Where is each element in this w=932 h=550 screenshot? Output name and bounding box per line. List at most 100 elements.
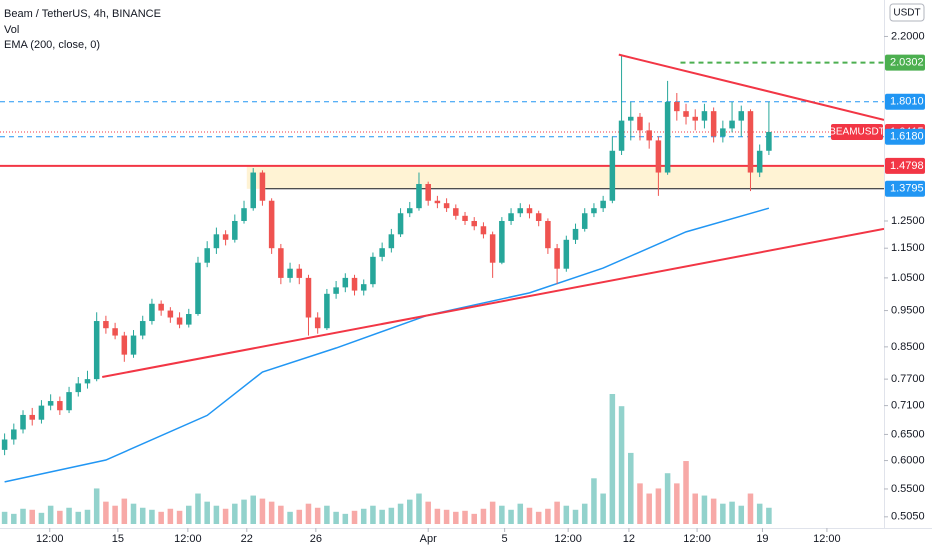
volume-bar bbox=[443, 509, 450, 524]
volume-bar bbox=[11, 513, 17, 524]
volume-bar bbox=[351, 510, 358, 524]
volume-bar bbox=[489, 501, 496, 524]
volume-bar bbox=[591, 478, 597, 524]
candle-body bbox=[416, 183, 422, 209]
candle-body bbox=[738, 111, 745, 121]
price-tag bbox=[885, 157, 925, 174]
volume-bar bbox=[388, 507, 395, 524]
candle-body bbox=[158, 303, 164, 311]
candle-body bbox=[729, 120, 735, 129]
volume-bar bbox=[766, 507, 772, 524]
x-tick-label: 22 bbox=[241, 533, 253, 545]
volume-bar bbox=[563, 505, 570, 524]
price-tag-label: 1.6180 bbox=[890, 131, 924, 143]
candle-body bbox=[674, 101, 680, 112]
candle-body bbox=[710, 111, 717, 137]
currency-label: USDT bbox=[893, 8, 920, 19]
candle-body bbox=[683, 111, 689, 117]
volume-bar bbox=[278, 505, 284, 524]
volume-bar bbox=[554, 501, 560, 524]
candle-body bbox=[195, 262, 201, 315]
candle-body bbox=[480, 226, 487, 235]
candle-body bbox=[756, 150, 763, 173]
candle-body bbox=[370, 256, 376, 285]
volume-bar bbox=[453, 511, 459, 524]
candle-body bbox=[250, 172, 256, 209]
candle-body bbox=[453, 208, 459, 216]
y-tick-label: 0.5050 bbox=[891, 511, 925, 523]
volume-bar bbox=[186, 505, 192, 524]
candle-body bbox=[112, 328, 118, 336]
price-tag-label: 1.8010 bbox=[890, 96, 924, 108]
x-tick-label: 12:00 bbox=[554, 533, 582, 545]
volume-bar bbox=[471, 513, 477, 524]
price-tag-label: 1.3795 bbox=[890, 183, 924, 195]
y-tick-label: 0.7700 bbox=[891, 373, 925, 385]
x-tick-label: 15 bbox=[112, 533, 124, 545]
candle-body bbox=[471, 220, 477, 227]
candle-body bbox=[563, 239, 570, 269]
y-tick-label: 1.0500 bbox=[891, 272, 925, 284]
chart-title: Beam / TetherUS, 4h, BINANCE bbox=[4, 8, 161, 20]
candle-body bbox=[425, 183, 431, 201]
candle-body bbox=[600, 200, 606, 209]
candle-body bbox=[213, 234, 220, 249]
volume-bar bbox=[259, 498, 266, 524]
candle-body bbox=[397, 213, 404, 235]
candle-body bbox=[360, 284, 367, 291]
x-tick-label: 26 bbox=[310, 533, 322, 545]
candle-body bbox=[581, 213, 588, 229]
volume-bar bbox=[434, 508, 441, 524]
candle-body bbox=[47, 401, 54, 406]
currency-badge bbox=[889, 3, 925, 22]
candle-body bbox=[186, 314, 192, 325]
volume-bar bbox=[462, 510, 468, 524]
x-tick-label: 12:00 bbox=[36, 533, 64, 545]
candle-body bbox=[232, 220, 238, 240]
volume-bar bbox=[674, 483, 680, 524]
candle-body bbox=[618, 120, 625, 151]
candle-body bbox=[766, 131, 772, 151]
price-tag-label: 1.4798 bbox=[890, 160, 924, 172]
volume-bar bbox=[499, 505, 505, 524]
candle-body bbox=[259, 172, 266, 201]
volume-bar bbox=[232, 503, 238, 524]
volume-bar bbox=[176, 510, 183, 524]
candle-body bbox=[84, 379, 91, 384]
candle-body bbox=[204, 248, 210, 263]
trend-line bbox=[618, 53, 884, 121]
candle-body bbox=[66, 392, 72, 411]
candle-body bbox=[38, 405, 45, 420]
axes: 2.2000 1.2500 1.1500 1.0500 0.9500 0.8500 0.77… bbox=[36, 30, 925, 545]
volume-bar bbox=[324, 505, 330, 524]
candle-body bbox=[701, 111, 708, 121]
volume-bar bbox=[738, 505, 745, 524]
volume-bar bbox=[517, 503, 524, 524]
candle-body bbox=[287, 268, 293, 278]
volume-bar bbox=[167, 508, 174, 524]
price-tag-label: 2.0302 bbox=[890, 57, 924, 69]
volume-bar bbox=[637, 483, 643, 524]
candle-body bbox=[278, 248, 284, 278]
candle-body bbox=[609, 150, 616, 201]
volume-bar bbox=[628, 452, 634, 524]
y-tick-label: 0.8500 bbox=[891, 341, 925, 353]
candle-body bbox=[103, 321, 109, 329]
volume-bar bbox=[618, 406, 625, 524]
price-tag bbox=[885, 128, 925, 145]
volume-bar bbox=[701, 495, 708, 524]
candle-body bbox=[11, 429, 17, 440]
plot-area bbox=[0, 53, 884, 524]
price-tag bbox=[885, 54, 925, 71]
x-tick-label: Apr bbox=[420, 533, 437, 545]
candle-body bbox=[572, 228, 579, 240]
candle-body bbox=[591, 208, 597, 214]
candle-body bbox=[655, 140, 662, 173]
volume-bar bbox=[600, 493, 606, 524]
indicator-label: Vol bbox=[4, 24, 19, 36]
candle-body bbox=[489, 234, 496, 263]
candle-body bbox=[554, 248, 560, 269]
volume-bar bbox=[20, 508, 26, 524]
candle-body bbox=[407, 208, 413, 214]
